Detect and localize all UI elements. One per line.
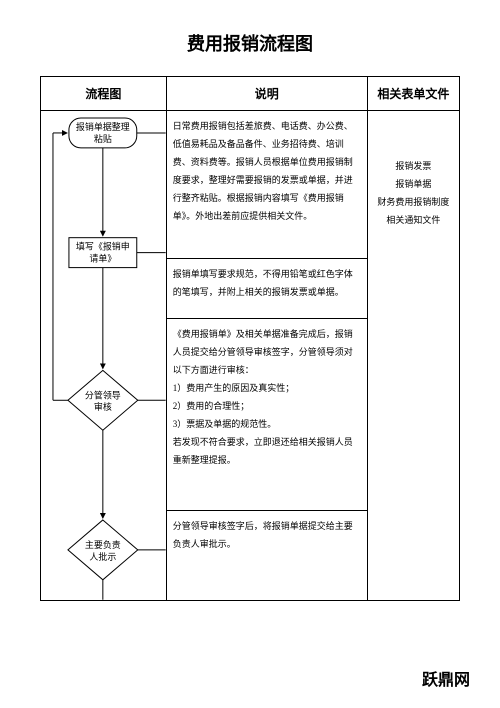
desc-row3: 《费用报销单》及相关单据准备完成后，报销人员提交给分管领导审核签字，分管领导须对… xyxy=(166,318,367,510)
flow-table: 流程图 说明 相关表单文件 报销单据整理 xyxy=(40,76,460,601)
desc-row2: 报销单填写要求规范，不得用铅笔或红色字体的笔填写，并附上相关的报销发票或单据。 xyxy=(166,258,367,318)
desc-row1: 日常费用报销包括差旅费、电话费、办公费、低值易耗品及备品备件、业务招待费、培训费… xyxy=(166,111,367,259)
doc-line4: 相关通知文件 xyxy=(374,211,453,229)
node1-label1: 报销单据整理 xyxy=(76,121,130,132)
docs-cell: 报销发票 报销单据 财务费用报销制度 相关通知文件 xyxy=(367,111,459,601)
node2-label2: 请单》 xyxy=(89,253,116,264)
node4-label2: 人批示 xyxy=(89,551,116,562)
node3-label1: 分管领导 xyxy=(85,389,121,400)
header-desc: 说明 xyxy=(166,77,367,111)
page-title: 费用报销流程图 xyxy=(40,30,460,56)
header-flow: 流程图 xyxy=(41,77,167,111)
header-docs: 相关表单文件 xyxy=(367,77,459,111)
doc-line2: 报销单据 xyxy=(374,175,453,193)
flowchart-cell: 报销单据整理 粘贴 填写《报销申 请单》 xyxy=(41,111,167,601)
doc-line3: 财务费用报销制度 xyxy=(374,193,453,211)
node3-label2: 审核 xyxy=(94,401,112,412)
doc-line1: 报销发票 xyxy=(374,157,453,175)
node1-label2: 粘贴 xyxy=(94,133,112,144)
node4-label1: 主要负责 xyxy=(85,539,121,550)
node2-label1: 填写《报销申 xyxy=(76,241,130,252)
desc-row4: 分管领导审核签字后，将报销单据提交给主要负责人审批示。 xyxy=(166,510,367,600)
flowchart-svg: 报销单据整理 粘贴 填写《报销申 请单》 xyxy=(41,111,166,600)
watermark: 跃鼎网 xyxy=(422,666,470,690)
